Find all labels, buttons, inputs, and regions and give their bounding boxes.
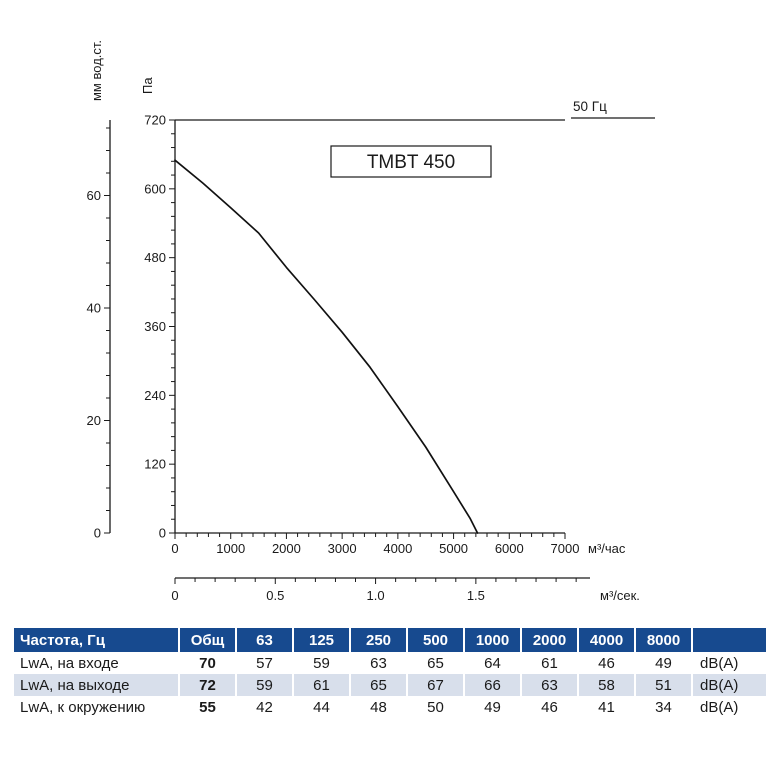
total-value: 72 (180, 674, 237, 696)
table-cell: 59 (294, 652, 351, 674)
table-cell: 65 (408, 652, 465, 674)
x2-axis-label: м³/сек. (600, 588, 640, 603)
tick-label: 1.0 (367, 588, 385, 603)
tick-label: 0 (94, 526, 101, 541)
table-row-surroundings: LwA, к окружению 55 42 44 48 50 49 46 41… (14, 696, 768, 718)
tick-label: 120 (144, 457, 166, 472)
noise-table: Частота, Гц Общ 63 125 250 500 1000 2000… (14, 628, 768, 718)
tick-label: 480 (144, 250, 166, 265)
tick-label: 7000 (551, 541, 580, 556)
y-axis-label: Па (140, 77, 155, 94)
table-cell: 34 (636, 696, 693, 718)
unit-label: dB(A) (693, 696, 768, 718)
row-label: LwA, на входе (14, 652, 180, 674)
table-cell: 59 (237, 674, 294, 696)
header-unit (693, 628, 768, 652)
table-row-outlet: LwA, на выходе 72 59 61 65 67 66 63 58 5… (14, 674, 768, 696)
table-header-row: Частота, Гц Общ 63 125 250 500 1000 2000… (14, 628, 768, 652)
tick-label: 0 (171, 541, 178, 556)
table-cell: 67 (408, 674, 465, 696)
tick-label: 6000 (495, 541, 524, 556)
header-2000: 2000 (522, 628, 579, 652)
header-4000: 4000 (579, 628, 636, 652)
fan-curve-chart: 0 120 240 360 480 600 720 Па 0 20 40 60 мм вод.ст. 0 1… (87, 40, 655, 603)
total-value: 55 (180, 696, 237, 718)
table-cell: 46 (522, 696, 579, 718)
tick-label: 40 (87, 300, 101, 315)
table-cell: 61 (522, 652, 579, 674)
row-label: LwA, на выходе (14, 674, 180, 696)
tick-label: 0 (171, 588, 178, 603)
table-cell: 44 (294, 696, 351, 718)
y2-axis-label: мм вод.ст. (89, 40, 104, 101)
table-cell: 64 (465, 652, 522, 674)
header-8000: 8000 (636, 628, 693, 652)
tick-label: 20 (87, 413, 101, 428)
table-cell: 42 (237, 696, 294, 718)
tick-label: 240 (144, 388, 166, 403)
chart-title-box (330, 145, 492, 178)
tick-label: 600 (144, 181, 166, 196)
tick-label: 4000 (383, 541, 412, 556)
header-250: 250 (351, 628, 408, 652)
table-cell: 58 (579, 674, 636, 696)
table-cell: 63 (351, 652, 408, 674)
header-500: 500 (408, 628, 465, 652)
table-cell: 65 (351, 674, 408, 696)
tick-label: 0.5 (266, 588, 284, 603)
row-label: LwA, к окружению (14, 696, 180, 718)
header-125: 125 (294, 628, 351, 652)
table-cell: 50 (408, 696, 465, 718)
tick-label: 0 (159, 526, 166, 541)
x-axis-label: м³/час (588, 541, 626, 556)
table-cell: 48 (351, 696, 408, 718)
tick-label: 5000 (439, 541, 468, 556)
total-value: 70 (180, 652, 237, 674)
tick-label: 2000 (272, 541, 301, 556)
tick-label: 720 (144, 113, 166, 128)
header-63: 63 (237, 628, 294, 652)
tick-label: 1.5 (467, 588, 485, 603)
table-cell: 46 (579, 652, 636, 674)
table-cell: 49 (465, 696, 522, 718)
unit-label: dB(A) (693, 652, 768, 674)
table-cell: 66 (465, 674, 522, 696)
table-cell: 57 (237, 652, 294, 674)
table-cell: 49 (636, 652, 693, 674)
tick-label: 360 (144, 319, 166, 334)
unit-label: dB(A) (693, 674, 768, 696)
tick-label: 3000 (328, 541, 357, 556)
header-total: Общ (180, 628, 237, 652)
chart-title: TMBT 450 (367, 152, 455, 173)
frequency-label: 50 Гц (573, 99, 607, 114)
tick-label: 60 (87, 188, 101, 203)
table-cell: 61 (294, 674, 351, 696)
tick-label: 1000 (216, 541, 245, 556)
performance-curve (174, 159, 479, 534)
table-cell: 63 (522, 674, 579, 696)
table-row-inlet: LwA, на входе 70 57 59 63 65 64 61 46 49… (14, 652, 768, 674)
table-cell: 51 (636, 674, 693, 696)
table-cell: 41 (579, 696, 636, 718)
header-frequency: Частота, Гц (14, 628, 180, 652)
header-1000: 1000 (465, 628, 522, 652)
